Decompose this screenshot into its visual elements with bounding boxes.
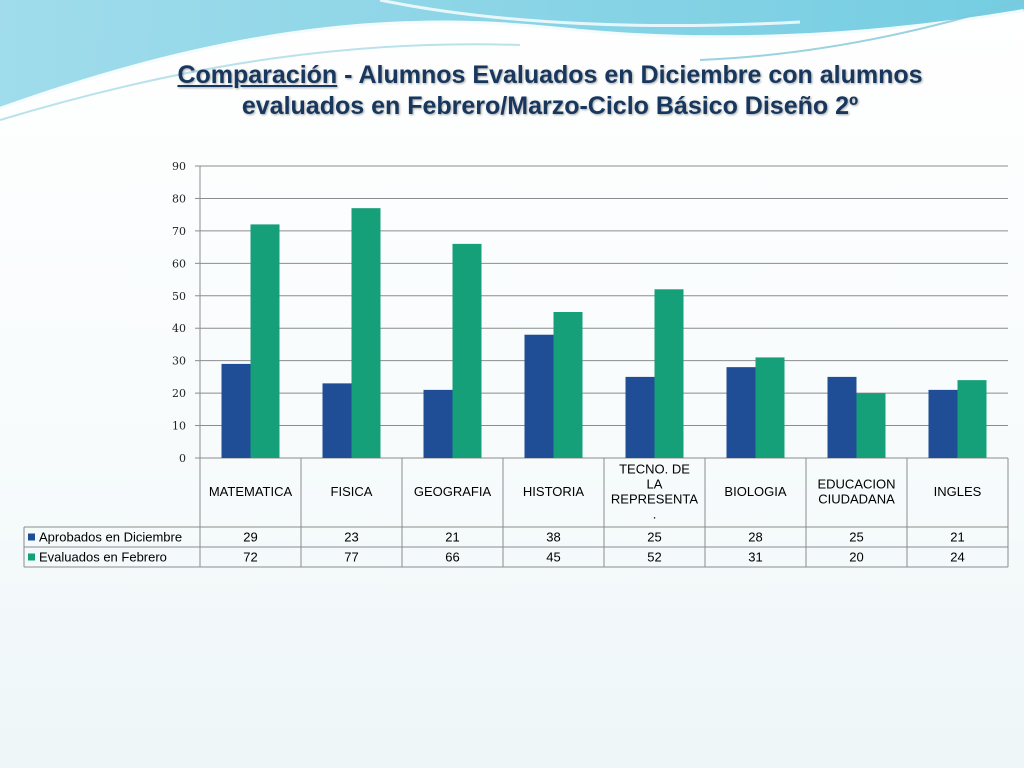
bar bbox=[827, 376, 857, 458]
data-table-value: 45 bbox=[546, 550, 560, 565]
data-table-value: 52 bbox=[647, 550, 661, 565]
category-label: TECNO. DE LA REPRESENTA. bbox=[611, 462, 698, 522]
category-label: MATEMATICA bbox=[209, 484, 293, 499]
data-table-value: 31 bbox=[748, 550, 762, 565]
bar bbox=[726, 367, 756, 458]
y-tick-label: 70 bbox=[172, 225, 186, 238]
bar bbox=[221, 363, 251, 458]
slide-title: Comparación - Alumnos Evaluados en Dicie… bbox=[140, 60, 960, 122]
bar bbox=[553, 312, 583, 458]
data-table-value: 20 bbox=[849, 550, 863, 565]
category-label: HISTORIA bbox=[523, 484, 584, 499]
title-rest: - Alumnos Evaluados en Diciembre con alu… bbox=[241, 61, 923, 120]
data-table-value: 23 bbox=[344, 530, 358, 545]
y-tick-label: 0 bbox=[179, 452, 186, 465]
data-table-value: 28 bbox=[748, 530, 762, 545]
bar bbox=[423, 389, 453, 458]
y-tick-label: 90 bbox=[172, 160, 186, 173]
y-tick-label: 40 bbox=[172, 322, 186, 335]
data-table-value: 29 bbox=[243, 530, 257, 545]
y-tick-label: 60 bbox=[172, 257, 186, 270]
bar bbox=[524, 334, 554, 458]
category-label: BIOLOGIA bbox=[724, 484, 786, 499]
data-table-value: 25 bbox=[647, 530, 661, 545]
y-tick-label: 80 bbox=[172, 192, 186, 205]
bar bbox=[452, 243, 482, 458]
y-tick-label: 20 bbox=[172, 387, 186, 400]
data-table-value: 21 bbox=[445, 530, 459, 545]
data-table-value: 24 bbox=[950, 550, 964, 565]
data-table-value: 77 bbox=[344, 550, 358, 565]
data-table-value: 21 bbox=[950, 530, 964, 545]
bar bbox=[755, 357, 785, 458]
legend-key bbox=[28, 533, 35, 541]
bar bbox=[351, 208, 381, 458]
y-tick-label: 30 bbox=[172, 355, 186, 368]
legend-label: Evaluados en Febrero bbox=[39, 550, 167, 565]
y-tick-label: 50 bbox=[172, 290, 186, 303]
bar bbox=[654, 289, 684, 458]
bar bbox=[322, 383, 352, 458]
legend-key bbox=[28, 553, 35, 561]
bar bbox=[957, 380, 987, 458]
data-table-value: 25 bbox=[849, 530, 863, 545]
category-label: EDUCACION CIUDADANA bbox=[817, 477, 895, 507]
bar bbox=[250, 224, 280, 458]
title-underlined-word: Comparación bbox=[177, 61, 338, 89]
bar bbox=[856, 393, 886, 458]
bar bbox=[625, 376, 655, 458]
bar bbox=[928, 389, 958, 458]
data-table-value: 38 bbox=[546, 530, 560, 545]
y-tick-label: 10 bbox=[172, 420, 186, 433]
data-table-value: 72 bbox=[243, 550, 257, 565]
legend-label: Aprobados en Diciembre bbox=[39, 530, 182, 545]
data-table-value: 66 bbox=[445, 550, 459, 565]
category-label: GEOGRAFIA bbox=[414, 484, 492, 499]
category-label: INGLES bbox=[934, 484, 982, 499]
category-label: FISICA bbox=[331, 484, 373, 499]
